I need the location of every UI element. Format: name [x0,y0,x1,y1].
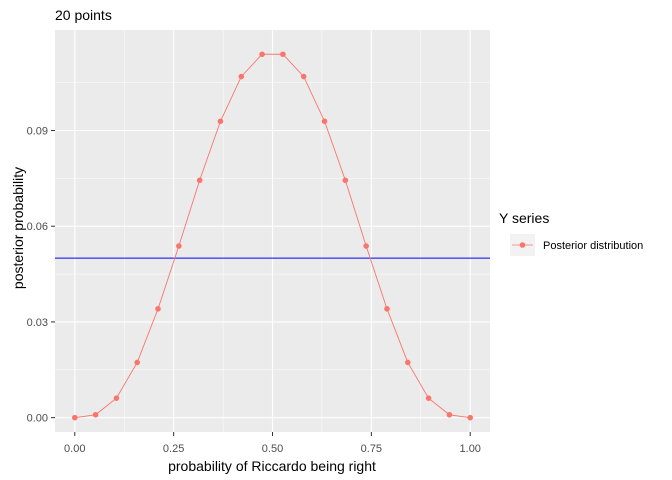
legend-key-point [519,242,526,248]
legend-label-posterior: Posterior distribution [543,240,643,252]
data-point [92,411,99,418]
y-tick-label: 0.06 [27,221,48,233]
x-axis-title: probability of Riccardo being right [168,458,376,474]
y-tick-label: 0.09 [27,126,48,138]
data-point [113,395,120,401]
data-point [280,51,286,58]
x-tick-label: 0.75 [361,443,382,455]
data-point [342,177,349,184]
x-axis-ticks: 0.00 0.25 0.50 0.75 1.00 [64,432,481,455]
x-tick-label: 0.50 [262,443,283,455]
legend: Y series Posterior distribution [499,210,643,256]
data-point [300,73,307,80]
data-point [134,359,141,366]
series-layer [71,51,474,421]
y-tick-label: 0.00 [27,413,48,425]
x-tick-label: 0.00 [64,443,85,455]
series-line [74,53,471,419]
y-tick-label: 0.03 [27,317,48,329]
data-point [71,414,78,421]
data-point [238,73,245,80]
data-point [217,118,224,125]
data-point [321,118,328,125]
x-tick-label: 1.00 [460,443,481,455]
data-point [404,359,411,366]
data-point [259,51,265,58]
y-axis-title: posterior probability [10,167,26,289]
data-point [384,306,390,312]
data-point [467,414,474,421]
chart-title: 20 points [55,7,112,23]
y-axis-ticks: 0.00 0.03 0.06 0.09 [27,126,55,425]
x-tick-label: 0.25 [163,443,184,455]
data-point [155,306,161,312]
data-point [425,395,432,401]
grid-major [55,30,490,432]
data-point [363,243,369,249]
data-point [176,243,182,249]
data-point [196,177,203,184]
legend-title: Y series [499,210,549,226]
data-point [446,411,453,418]
